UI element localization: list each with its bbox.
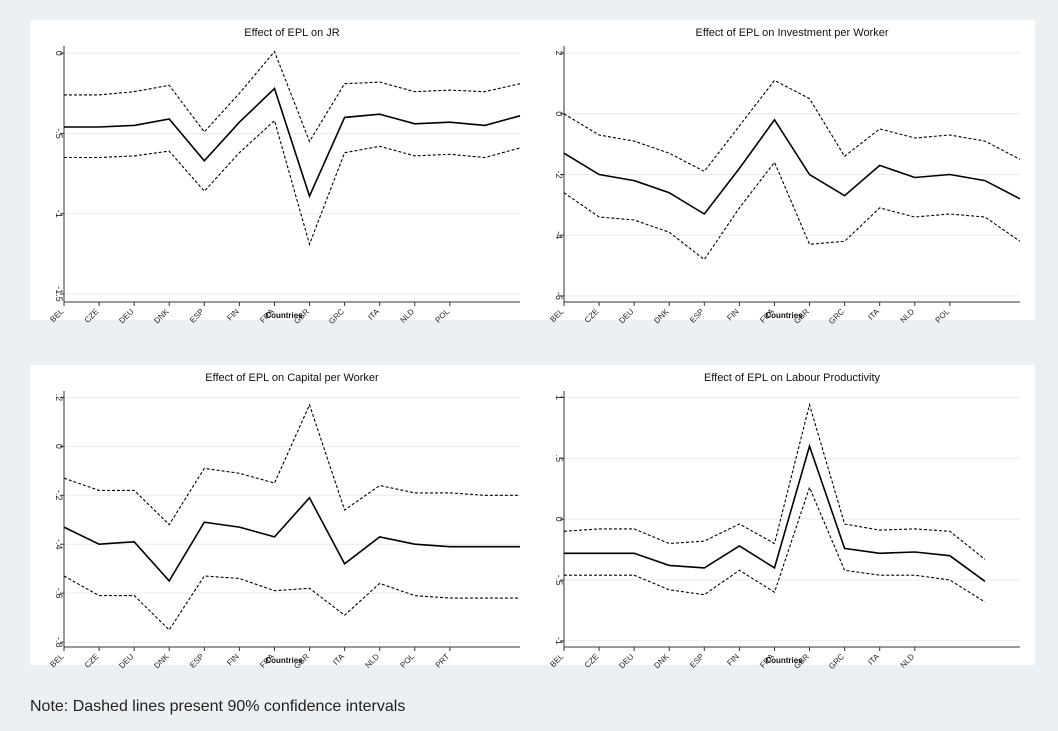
y-tick-label: -4	[554, 231, 564, 239]
x-tick-label: POL	[434, 307, 452, 325]
y-tick-label: -.6	[54, 588, 64, 599]
x-tick-label: CZE	[583, 652, 601, 670]
x-tick-label: DEU	[117, 652, 135, 670]
series-line-confidence-bound	[563, 161, 1021, 261]
x-tick-label: BEL	[48, 307, 65, 324]
x-tick-label: BEL	[48, 652, 65, 669]
x-tick-label: NLD	[898, 652, 916, 670]
x-tick-label: POL	[398, 652, 416, 670]
series-line-estimate	[64, 87, 521, 199]
x-axis-label: Countries	[265, 311, 303, 320]
y-tick-label: 0	[54, 444, 64, 449]
x-tick-label: DEU	[117, 307, 135, 325]
series-line-estimate	[563, 118, 1021, 216]
series-line-confidence-bound	[63, 575, 520, 631]
x-tick-label: CZE	[83, 652, 101, 670]
chart-panel-jr: Effect of EPL on JR 0 -.5 -1 -1.5 BEL CZE DEU DN…	[30, 20, 535, 326]
y-tick-label: 0	[554, 517, 564, 522]
x-tick-label: PRT	[434, 652, 452, 670]
x-tick-label: GRC	[327, 307, 346, 326]
x-tick-label: FIN	[725, 307, 741, 323]
series-line-confidence-bound	[563, 79, 1021, 173]
x-tick-label: NLD	[898, 307, 916, 325]
x-tick-label: DEU	[617, 307, 635, 325]
y-tick-label: 1	[554, 395, 564, 400]
x-axis-label: Countries	[765, 656, 803, 665]
x-tick-label: BEL	[548, 652, 565, 669]
series-line-confidence-bound	[64, 119, 521, 246]
x-tick-label: ITA	[866, 307, 881, 322]
x-tick-label: DEU	[617, 652, 635, 670]
y-tick-label: -.2	[54, 490, 64, 501]
x-tick-label: DNK	[152, 307, 171, 326]
x-tick-label: ESP	[688, 652, 706, 670]
x-tick-label: DNK	[652, 307, 671, 326]
chart-panel-capital: Effect of EPL on Capital per Worker .2 0 -.…	[30, 365, 535, 671]
x-tick-label: DNK	[152, 652, 171, 671]
x-tick-label: ITA	[366, 307, 381, 322]
y-tick-label: 2	[554, 51, 564, 56]
y-tick-label: -.5	[54, 128, 64, 139]
chart-capital-per-worker: Effect of EPL on Capital per Worker .2 0 -.…	[48, 372, 520, 671]
y-tick-label: -2	[554, 170, 564, 178]
series-line-confidence-bound	[63, 403, 520, 526]
x-tick-label: NLD	[398, 307, 416, 325]
series-line-confidence-bound	[564, 485, 986, 603]
y-tick-label: .2	[54, 394, 64, 402]
y-tick-label: .5	[554, 455, 564, 463]
chart-jr: Effect of EPL on JR 0 -.5 -1 -1.5 BEL CZE DEU DN…	[48, 27, 521, 326]
y-tick-label: -1	[554, 637, 564, 645]
x-tick-label: BEL	[548, 307, 565, 324]
x-axis-label: Countries	[765, 311, 803, 320]
y-tick-label: -1.5	[54, 286, 64, 302]
chart-investment-per-worker: Effect of EPL on Investment per Worker 2 0…	[548, 27, 1021, 326]
chart-title: Effect of EPL on Capital per Worker	[205, 372, 379, 384]
x-tick-label: CZE	[83, 307, 101, 325]
x-tick-label: ITA	[866, 652, 881, 667]
x-tick-label: NLD	[363, 652, 381, 670]
y-tick-label: -.8	[54, 637, 64, 648]
chart-panel-labour: Effect of EPL on Labour Productivity 1 .5 0…	[530, 365, 1035, 671]
x-tick-label: CZE	[583, 307, 601, 325]
series-line-estimate	[63, 496, 520, 583]
y-tick-label: 0	[54, 51, 64, 56]
series-line-confidence-bound	[563, 402, 986, 560]
series-line-confidence-bound	[64, 50, 521, 143]
x-tick-label: POL	[934, 307, 952, 325]
x-tick-label: FIN	[725, 652, 741, 668]
y-tick-label: -6	[554, 292, 564, 300]
x-tick-label: FIN	[225, 307, 241, 323]
chart-title: Effect of EPL on JR	[244, 27, 339, 39]
y-tick-label: -1	[54, 210, 64, 218]
chart-labour-productivity: Effect of EPL on Labour Productivity 1 .5 0…	[548, 372, 1020, 671]
x-tick-label: ESP	[188, 307, 206, 325]
y-tick-label: -.4	[54, 539, 64, 550]
x-tick-label: DNK	[652, 652, 671, 671]
x-axis-label: Countries	[265, 656, 303, 665]
chart-title: Effect of EPL on Labour Productivity	[704, 372, 881, 384]
series-line-estimate	[564, 443, 986, 582]
x-tick-label: ITA	[331, 652, 346, 667]
figure-note: Note: Dashed lines present 90% confidenc…	[30, 698, 406, 715]
chart-panel-investment: Effect of EPL on Investment per Worker 2 0…	[530, 20, 1035, 326]
x-tick-label: ESP	[188, 652, 206, 670]
x-tick-label: FIN	[225, 652, 241, 668]
x-tick-label: GRC	[827, 652, 846, 671]
y-tick-label: -.5	[554, 575, 564, 586]
chart-title: Effect of EPL on Investment per Worker	[696, 27, 889, 39]
x-tick-label: GRC	[827, 307, 846, 326]
x-tick-label: ESP	[688, 307, 706, 325]
y-tick-label: 0	[554, 111, 564, 116]
